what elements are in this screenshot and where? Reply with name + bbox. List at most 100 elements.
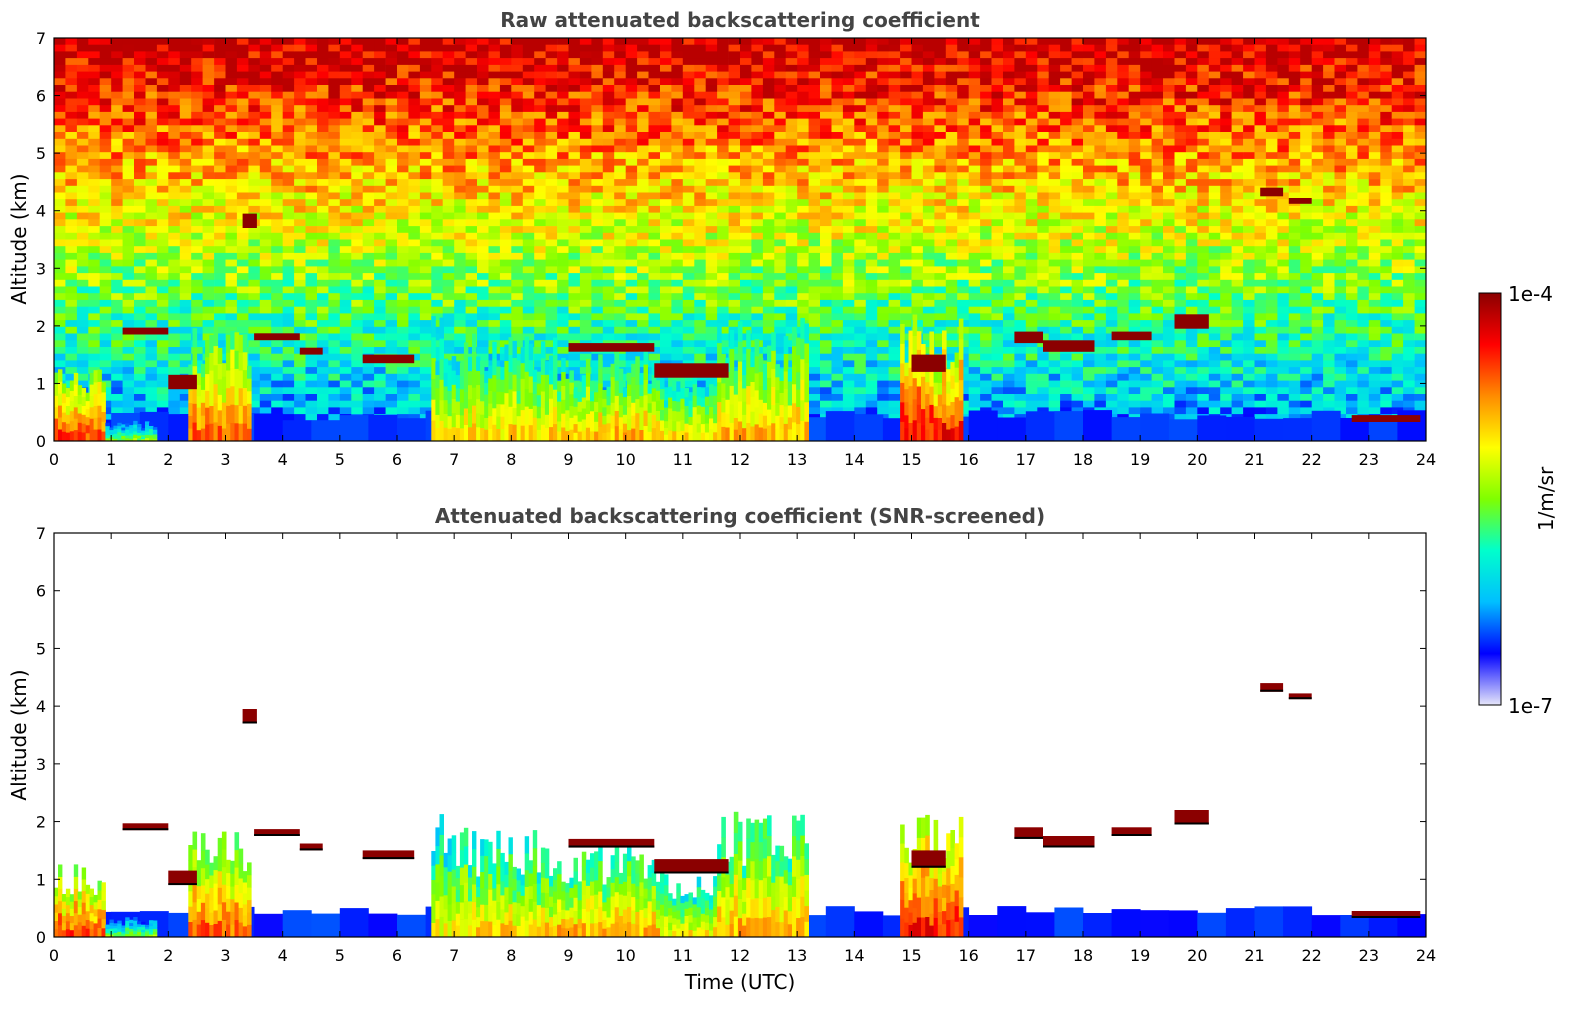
noise-cell bbox=[740, 299, 752, 307]
noise-cell bbox=[717, 259, 729, 267]
noise-cell bbox=[202, 246, 215, 254]
noise-cell bbox=[694, 118, 707, 126]
noise-cell bbox=[54, 340, 66, 348]
noise-cell bbox=[877, 259, 889, 267]
noise-cell bbox=[579, 199, 592, 207]
noise-cell bbox=[534, 205, 546, 213]
noise-cell bbox=[397, 125, 409, 133]
noise-cell bbox=[877, 373, 889, 381]
noise-cell bbox=[842, 132, 855, 140]
noise-cell bbox=[317, 44, 329, 52]
noise-cell bbox=[625, 85, 638, 93]
noise-cell bbox=[660, 353, 672, 361]
noise-cell bbox=[534, 259, 546, 267]
noise-cell bbox=[614, 118, 626, 126]
noise-cell bbox=[99, 85, 112, 93]
noise-cell bbox=[488, 252, 501, 260]
noise-cell bbox=[179, 111, 192, 119]
noise-cell bbox=[317, 71, 329, 79]
noise-cell bbox=[865, 205, 878, 213]
noise-cell bbox=[591, 51, 604, 59]
noise-cell bbox=[625, 232, 638, 240]
noise-cell bbox=[842, 71, 855, 79]
noise-cell bbox=[534, 279, 546, 287]
noise-cell bbox=[65, 179, 78, 187]
noise-cell bbox=[637, 367, 649, 375]
noise-cell bbox=[374, 333, 386, 341]
noise-cell bbox=[225, 51, 238, 59]
noise-cell bbox=[374, 98, 386, 106]
noise-cell bbox=[305, 185, 318, 193]
noise-cell bbox=[374, 380, 386, 388]
noise-cell bbox=[442, 85, 455, 93]
noise-cell bbox=[557, 152, 569, 160]
noise-cell bbox=[637, 212, 649, 220]
noise-cell bbox=[865, 38, 878, 46]
noise-cell bbox=[522, 179, 535, 187]
noise-cell bbox=[660, 64, 672, 72]
noise-cell bbox=[145, 286, 158, 294]
noise-cell bbox=[271, 306, 283, 314]
noise-cell bbox=[968, 400, 981, 408]
noise-cell bbox=[900, 58, 912, 66]
noise-cell bbox=[282, 38, 295, 46]
noise-cell bbox=[740, 165, 752, 173]
noise-cell bbox=[774, 145, 787, 153]
noise-cell bbox=[785, 78, 798, 86]
noise-cell bbox=[511, 239, 524, 247]
noise-cell bbox=[682, 145, 695, 153]
noise-cell bbox=[980, 111, 992, 119]
noise-cell bbox=[305, 373, 318, 381]
noise-cell bbox=[991, 259, 1004, 267]
noise-cell bbox=[145, 64, 158, 72]
noise-cell bbox=[317, 387, 329, 395]
noise-cell bbox=[774, 273, 787, 281]
noise-cell bbox=[225, 266, 238, 274]
noise-cell bbox=[637, 125, 649, 133]
noise-cell bbox=[76, 78, 89, 86]
noise-cell bbox=[991, 226, 1004, 234]
noise-cell bbox=[488, 152, 501, 160]
noise-cell bbox=[911, 326, 924, 334]
noise-cell bbox=[76, 111, 89, 119]
noise-cell bbox=[408, 414, 421, 422]
noise-cell bbox=[511, 205, 524, 213]
noise-cell bbox=[362, 219, 375, 227]
noise-cell bbox=[511, 246, 524, 254]
noise-cell bbox=[557, 118, 569, 126]
noise-cell bbox=[888, 199, 901, 207]
noise-cell bbox=[305, 414, 318, 422]
noise-cell bbox=[991, 212, 1004, 220]
noise-cell bbox=[122, 98, 135, 106]
noise-cell bbox=[671, 299, 684, 307]
noise-cell bbox=[88, 51, 101, 59]
noise-cell bbox=[579, 125, 592, 133]
noise-cell bbox=[248, 246, 261, 254]
noise-cell bbox=[65, 373, 78, 381]
noise-cell bbox=[557, 199, 569, 207]
noise-cell bbox=[968, 259, 981, 267]
noise-cell bbox=[671, 293, 684, 301]
noise-cell bbox=[431, 179, 444, 187]
noise-cell bbox=[888, 205, 901, 213]
noise-cell bbox=[831, 299, 844, 307]
noise-cell bbox=[294, 380, 306, 388]
noise-cell bbox=[831, 38, 844, 46]
noise-cell bbox=[545, 58, 558, 66]
noise-cell bbox=[957, 138, 969, 146]
noise-cell bbox=[820, 333, 832, 341]
noise-cell bbox=[820, 145, 832, 153]
noise-cell bbox=[614, 138, 626, 146]
noise-cell bbox=[591, 111, 604, 119]
noise-cell bbox=[54, 320, 66, 328]
noise-cell bbox=[865, 340, 878, 348]
noise-cell bbox=[785, 179, 798, 187]
noise-cell bbox=[214, 138, 226, 146]
noise-cell bbox=[854, 219, 867, 227]
noise-cell bbox=[156, 91, 169, 99]
noise-cell bbox=[682, 78, 695, 86]
noise-cell bbox=[294, 226, 306, 234]
noise-cell bbox=[865, 313, 878, 321]
noise-cell bbox=[557, 44, 569, 52]
noise-cell bbox=[648, 71, 661, 79]
